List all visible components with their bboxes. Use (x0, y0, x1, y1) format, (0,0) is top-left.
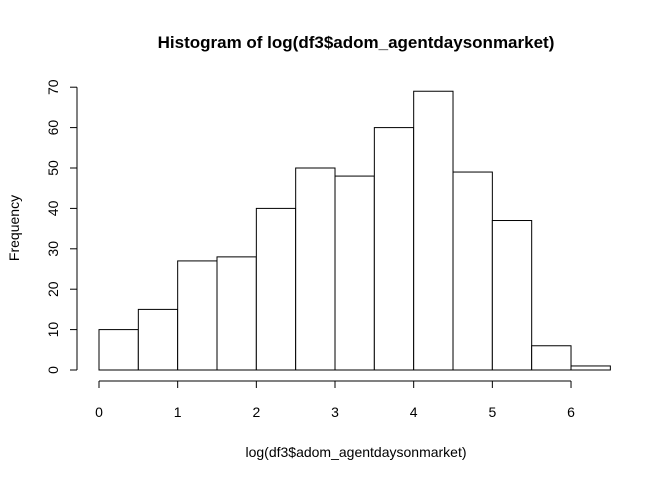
x-tick-label-5: 5 (488, 404, 496, 420)
histogram-bar-10 (491, 220, 533, 371)
x-tick-label-4: 4 (410, 404, 418, 420)
y-tick-label-1: 10 (45, 322, 61, 338)
histogram-bar-7 (373, 127, 415, 371)
x-tick-label-2: 2 (252, 404, 260, 420)
y-tick-label-3: 30 (45, 241, 61, 257)
histogram-bar-9 (452, 171, 493, 371)
histogram-bar-2 (177, 260, 218, 371)
x-tick-label-0: 0 (95, 404, 103, 420)
histogram-bar-1 (137, 308, 179, 371)
x-tick-label-3: 3 (331, 404, 339, 420)
chart-title: Histogram of log(df3$adom_agentdaysonmar… (158, 33, 555, 52)
histogram-bar-3 (216, 256, 257, 371)
x-axis: 0 1 2 3 4 5 6 (95, 380, 575, 420)
y-tick-label-2: 20 (45, 281, 61, 297)
x-axis-label: log(df3$adom_agentdaysonmarket) (245, 444, 466, 460)
histogram-bar-8 (413, 90, 454, 371)
y-tick-label-5: 50 (45, 160, 61, 176)
histogram-bar-0 (98, 329, 139, 371)
histogram-bar-12 (570, 365, 611, 371)
y-tick-label-0: 0 (45, 366, 61, 374)
y-tick-label-7: 70 (45, 79, 61, 95)
x-tick-label-6: 6 (567, 404, 575, 420)
y-axis: 0 10 20 30 40 50 60 70 (45, 79, 78, 374)
histogram-bar-4 (255, 207, 297, 371)
histogram-bar-6 (334, 175, 375, 371)
histogram-bar-11 (531, 345, 572, 371)
y-axis-label: Frequency (6, 195, 22, 261)
bars-group (98, 90, 611, 371)
y-tick-label-4: 40 (45, 200, 61, 216)
histogram-bar-5 (295, 167, 336, 371)
x-tick-label-1: 1 (174, 404, 182, 420)
y-tick-label-6: 60 (45, 120, 61, 136)
